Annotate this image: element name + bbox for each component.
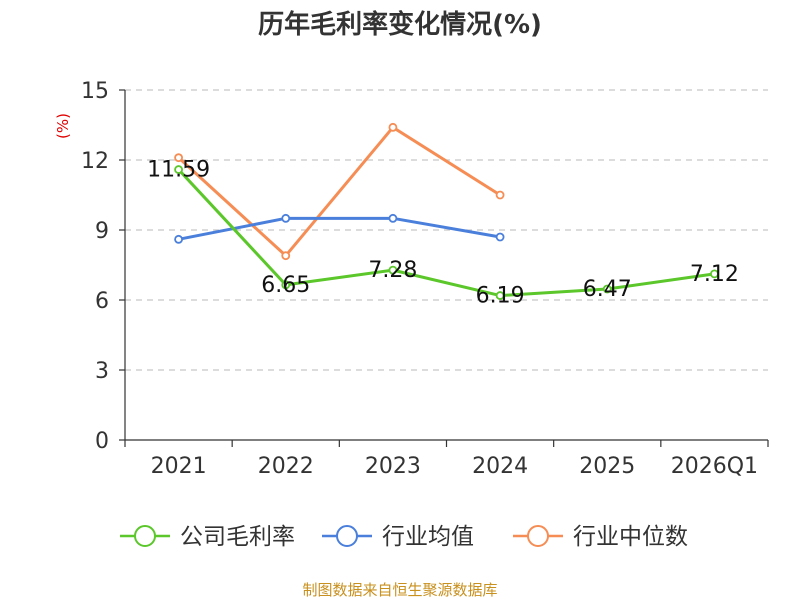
data-point: [174, 165, 183, 174]
y-tick-label: 0: [95, 429, 109, 454]
data-label: 6.47: [583, 277, 632, 302]
data-label: 7.12: [690, 262, 739, 287]
y-axis-label: (%): [54, 113, 72, 139]
data-point: [495, 232, 505, 242]
data-point: [388, 122, 398, 132]
source-note: 制图数据来自恒生聚源数据库: [302, 581, 497, 599]
data-label: 6.19: [476, 284, 525, 309]
legend-marker: [527, 525, 549, 547]
legend: 公司毛利率 行业均值 行业中位数: [120, 524, 688, 550]
legend-label: 行业均值: [382, 524, 474, 550]
legend-label: 行业中位数: [573, 524, 688, 550]
x-tick-label: 2026Q1: [671, 454, 758, 479]
chart-title: 历年毛利率变化情况(%): [258, 9, 542, 40]
data-point: [495, 190, 505, 200]
data-point: [174, 234, 183, 244]
data-point: [281, 251, 291, 261]
legend-label: 公司毛利率: [180, 524, 295, 550]
legend-marker: [336, 525, 358, 547]
x-tick-label: 2023: [365, 454, 421, 479]
data-label: 7.28: [368, 258, 417, 283]
x-tick-label: 2021: [151, 454, 207, 479]
x-tick-label: 2024: [472, 454, 528, 479]
axes: 0 3 6 9 12 15 2021 2022 2023 2024 2025 2026Q1: [81, 79, 769, 479]
data-label: 6.65: [261, 273, 310, 298]
data-point: [495, 291, 505, 300]
y-tick-label: 3: [95, 359, 109, 384]
data-labels: 11.59 6.65 7.28 6.19 6.47 7.12: [147, 158, 739, 309]
y-tick-label: 6: [95, 289, 109, 314]
y-tick-label: 15: [81, 79, 109, 104]
series-line: [177, 168, 715, 298]
data-point: [710, 269, 719, 279]
data-point: [388, 265, 398, 275]
legend-marker: [134, 525, 156, 547]
data-point: [174, 153, 183, 163]
data-point: [388, 213, 398, 223]
data-label: 11.59: [147, 158, 210, 183]
y-tick-label: 9: [95, 219, 109, 244]
x-tick-label: 2022: [258, 454, 314, 479]
series-line: [177, 125, 501, 258]
data-point: [602, 284, 612, 294]
y-tick-label: 12: [81, 149, 109, 174]
x-tick-label: 2025: [579, 454, 635, 479]
series-layer: [174, 122, 719, 300]
data-point: [281, 280, 291, 290]
data-point: [281, 213, 291, 223]
